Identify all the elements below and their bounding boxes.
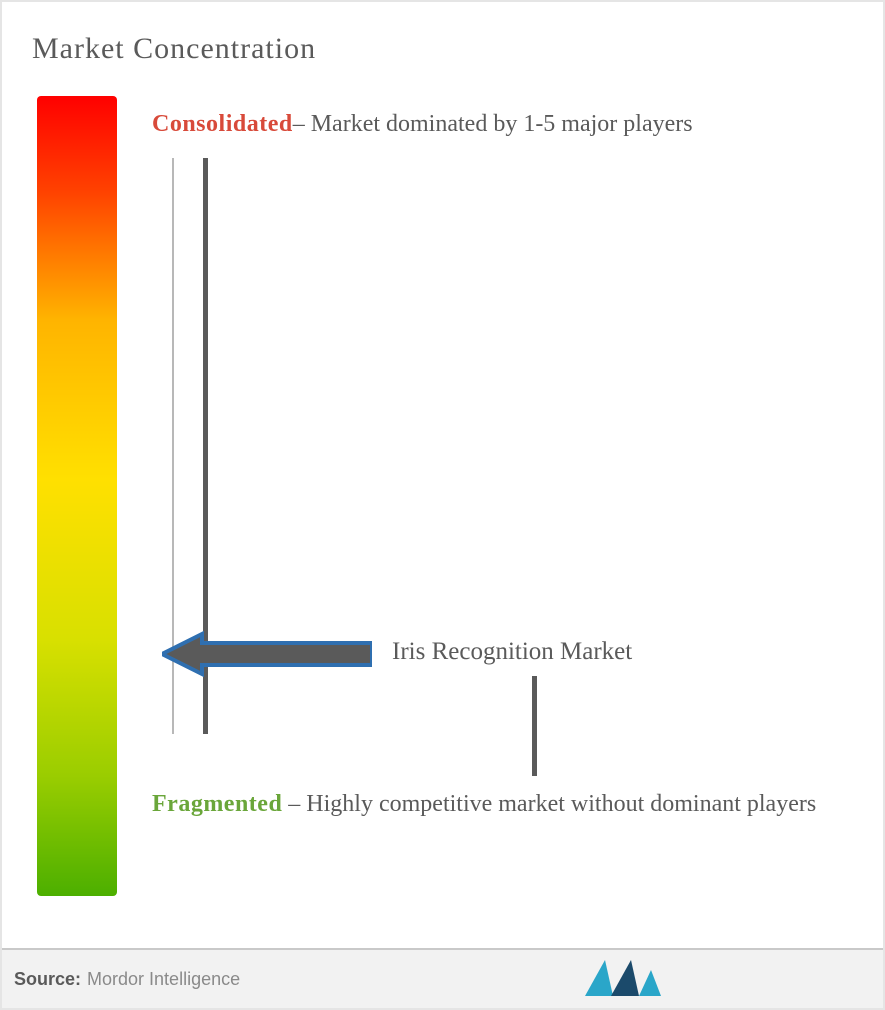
consolidated-desc: – Market dominated by 1-5 major players [293, 111, 693, 137]
brand-logo-icon [583, 958, 663, 998]
marker-label: Iris Recognition Market [392, 638, 632, 666]
consolidated-label: Consolidated– Market dominated by 1-5 ma… [152, 96, 852, 154]
source-label: Source: [14, 969, 81, 990]
chart-area: Consolidated– Market dominated by 1-5 ma… [32, 96, 852, 916]
concentration-gradient-bar [37, 96, 117, 896]
infographic-container: Market Concentration Consolidated– Marke… [0, 0, 885, 1010]
marker-drop-line [532, 676, 537, 776]
source-value: Mordor Intelligence [87, 969, 240, 990]
fragmented-desc: – Highly competitive market without domi… [282, 791, 816, 817]
consolidated-term: Consolidated [152, 111, 293, 137]
marker-arrow [162, 631, 372, 677]
fragmented-term: Fragmented [152, 791, 282, 817]
footer-bar: Source: Mordor Intelligence [2, 948, 883, 1008]
chart-title: Market Concentration [32, 32, 853, 66]
fragmented-label: Fragmented – Highly competitive market w… [152, 776, 852, 834]
